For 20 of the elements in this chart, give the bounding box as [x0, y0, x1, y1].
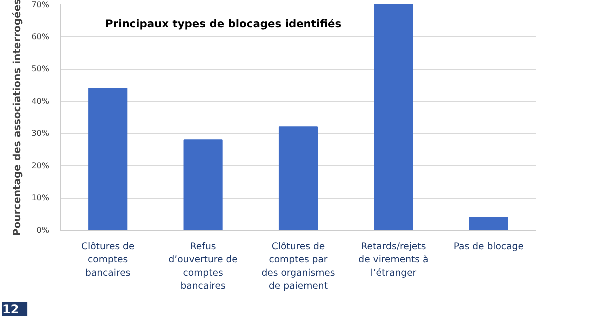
y-tick-label: 70%: [32, 0, 50, 10]
y-tick-label: 10%: [32, 194, 50, 203]
bar: [184, 140, 223, 230]
x-tick-label: Clôtures de comptes bancaires: [81, 242, 135, 279]
y-tick-label: 30%: [32, 129, 50, 138]
x-tick-label: Clôtures de comptes par des organismes de paiement: [262, 242, 336, 292]
y-tick-label: 50%: [32, 64, 50, 74]
bar: [374, 4, 414, 230]
y-tick-label: 60%: [32, 32, 50, 42]
text: Principaux types de blocages identifiés: [106, 18, 342, 30]
bar: [278, 126, 318, 230]
x-tick-label: Retards/rejets de virements à l’étranger: [358, 242, 429, 279]
bar: [469, 217, 508, 230]
bar: [88, 88, 128, 230]
x-tick-label: Refus d’ouverture de comptes bancaires: [168, 242, 238, 292]
y-tick-label: 40%: [32, 96, 50, 106]
y-tick-label: 20%: [32, 161, 50, 170]
y-tick-label: 0%: [36, 226, 50, 235]
text: 12: [2, 302, 20, 316]
x-tick-label: Pas de blocage: [454, 242, 524, 252]
